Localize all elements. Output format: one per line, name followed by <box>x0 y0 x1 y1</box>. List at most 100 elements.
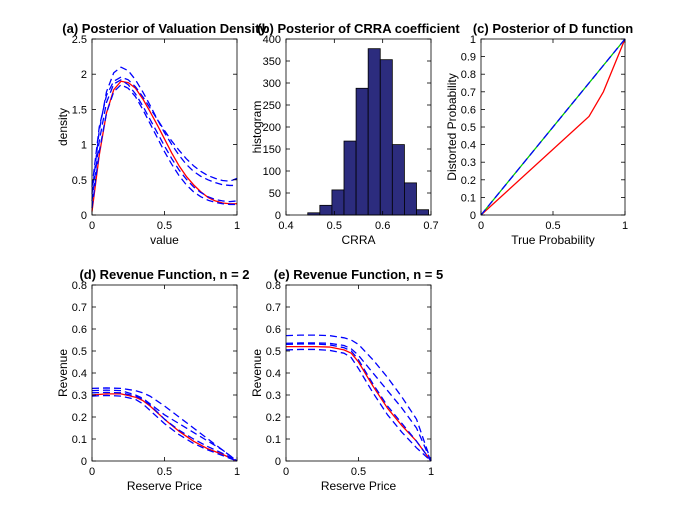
x-tick-label: 0.5 <box>157 220 172 232</box>
y-tick-label: 0.7 <box>72 302 87 314</box>
x-tick-label: 0 <box>478 220 484 232</box>
y-tick-label: 0.7 <box>266 302 281 314</box>
series-line <box>285 334 432 462</box>
y-tick-label: 0.3 <box>461 157 476 169</box>
panel-d: 0 0.5 1 0 0.1 0.2 0.3 0.4 0.5 0.6 0.7 0.8 Reserve Pr… <box>56 267 250 493</box>
chart-title: (e) Revenue Function, n = 5 <box>274 267 443 282</box>
chart-title: (a) Posterior of Valuation Density <box>62 21 267 36</box>
x-tick-label: 0.7 <box>423 220 438 232</box>
series-line <box>91 394 238 462</box>
y-tick-label: 1.5 <box>72 104 87 116</box>
series-line <box>285 348 432 462</box>
y-tick-label: 0.7 <box>461 87 476 99</box>
y-tick-label: 0 <box>275 456 281 468</box>
chart-title: (d) Revenue Function, n = 2 <box>79 267 249 282</box>
y-tick-label: 300 <box>263 78 281 90</box>
x-tick-label: 0.5 <box>157 466 172 478</box>
series-line <box>480 38 626 216</box>
y-tick-label: 0.5 <box>72 175 87 187</box>
series-line <box>91 80 237 212</box>
y-tick-label: 0.4 <box>461 140 476 152</box>
x-axis-label: Reserve Price <box>321 479 397 493</box>
y-tick-label: 50 <box>269 188 281 200</box>
y-tick-label: 0.9 <box>461 52 476 64</box>
y-tick-label: 0.6 <box>461 104 476 116</box>
series-line <box>91 84 237 209</box>
series-line <box>286 345 432 462</box>
histogram-bar <box>319 204 333 216</box>
x-tick-label: 0 <box>89 220 95 232</box>
y-tick-label: 0 <box>81 456 87 468</box>
x-tick-label: 0 <box>89 466 95 478</box>
y-tick-label: 0.4 <box>266 368 281 380</box>
y-tick-label: 100 <box>263 166 281 178</box>
y-axis-label: histogram <box>250 101 264 154</box>
panel-a: 0 0.5 1 0 0.5 1 1.5 2 2.5 value density (a) Posteri… <box>56 21 267 247</box>
series-line <box>91 387 238 462</box>
y-tick-label: 2.5 <box>72 34 87 46</box>
series-line <box>91 66 237 194</box>
x-tick-label: 1 <box>234 466 240 478</box>
histogram-bar <box>367 48 381 216</box>
y-tick-label: 0.2 <box>461 175 476 187</box>
x-tick-label: 1 <box>234 220 240 232</box>
y-tick-label: 350 <box>263 56 281 68</box>
y-tick-label: 0 <box>81 210 87 222</box>
histogram-bar <box>355 87 369 216</box>
y-axis-label: Revenue <box>250 349 264 397</box>
y-tick-label: 2 <box>81 69 87 81</box>
series-line <box>91 391 238 462</box>
y-tick-label: 0 <box>470 210 476 222</box>
y-tick-label: 0.5 <box>266 346 281 358</box>
histogram-bar <box>391 144 405 216</box>
y-tick-label: 200 <box>263 122 281 134</box>
panel-b: 0.4 0.5 0.6 0.7 0 50 100 150 200 250 300 350 400 CRRA… <box>250 21 460 247</box>
y-tick-label: 0.8 <box>461 69 476 81</box>
histogram-bar <box>404 182 417 216</box>
y-tick-label: 0.1 <box>266 434 281 446</box>
y-tick-label: 0.2 <box>266 412 281 424</box>
chart-title: (c) Posterior of D function <box>473 21 633 36</box>
y-tick-label: 0 <box>275 210 281 222</box>
series-line <box>91 76 238 187</box>
chart-title: (b) Posterior of CRRA coefficient <box>257 21 460 36</box>
y-tick-label: 1 <box>81 140 87 152</box>
x-axis-label: Reserve Price <box>127 479 203 493</box>
y-tick-label: 1 <box>470 34 476 46</box>
x-tick-label: 0.4 <box>278 220 293 232</box>
x-axis-label: value <box>150 233 179 247</box>
y-tick-label: 0.3 <box>72 390 87 402</box>
y-tick-label: 0.3 <box>266 390 281 402</box>
y-axis-label: density <box>56 108 70 146</box>
y-tick-label: 0.1 <box>461 192 476 204</box>
series-line <box>285 343 432 462</box>
histogram-bar <box>416 209 429 216</box>
x-tick-label: 1 <box>428 466 434 478</box>
y-tick-label: 150 <box>263 144 281 156</box>
y-tick-label: 0.8 <box>72 280 87 292</box>
y-tick-label: 250 <box>263 100 281 112</box>
panel-e: 0 0.5 1 0 0.1 0.2 0.3 0.4 0.5 0.6 0.7 0.8 Reserve Pr… <box>250 267 443 493</box>
y-tick-label: 0.5 <box>72 346 87 358</box>
histogram-bar <box>379 59 393 216</box>
y-tick-label: 0.1 <box>72 434 87 446</box>
series-line <box>91 389 238 462</box>
x-tick-label: 0 <box>283 466 289 478</box>
y-tick-label: 400 <box>263 34 281 46</box>
x-axis-label: True Probability <box>511 233 595 247</box>
y-tick-label: 0.5 <box>461 122 476 134</box>
panel-c: 0 0.5 1 0 0.1 0.2 0.3 0.4 0.5 0.6 0.7 0.8 0.9 1 True P… <box>445 21 633 247</box>
y-tick-label: 0.2 <box>72 412 87 424</box>
y-tick-label: 0.6 <box>72 324 87 336</box>
histogram-bar <box>331 189 345 216</box>
series-line <box>480 38 626 216</box>
x-tick-label: 0.5 <box>351 466 366 478</box>
y-tick-label: 0.6 <box>266 324 281 336</box>
x-tick-label: 0.6 <box>375 220 390 232</box>
x-tick-label: 0.5 <box>327 220 342 232</box>
y-axis-label: Distorted Probability <box>445 73 459 180</box>
histogram-bar <box>343 140 357 216</box>
x-tick-label: 0.5 <box>545 220 560 232</box>
